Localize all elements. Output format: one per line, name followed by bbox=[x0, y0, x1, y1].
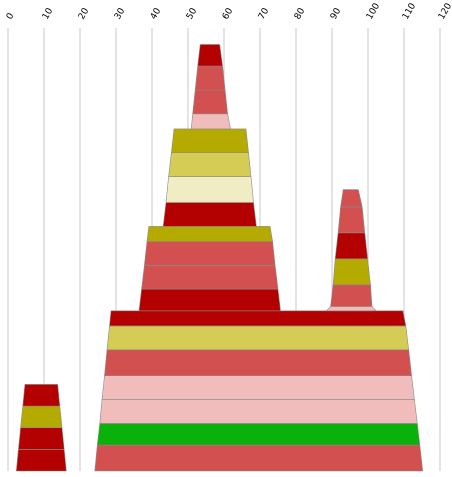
x-tick-label: 40 bbox=[149, 6, 164, 21]
bands bbox=[15, 44, 424, 472]
x-tick-label: 90 bbox=[329, 6, 344, 21]
x-tick-label: 10 bbox=[41, 6, 56, 21]
x-tick-label: 110 bbox=[401, 1, 418, 21]
band-segment-23 bbox=[168, 152, 252, 177]
band-segment-0 bbox=[15, 449, 67, 472]
band-segment-5 bbox=[96, 423, 421, 446]
band-segment-27 bbox=[194, 65, 226, 91]
band-segment-28 bbox=[197, 44, 223, 67]
band-segment-24 bbox=[171, 128, 249, 153]
x-tick-label: 120 bbox=[437, 1, 452, 21]
x-tick-label: 30 bbox=[113, 6, 128, 21]
band-segment-15 bbox=[325, 306, 378, 312]
band-segment-21 bbox=[162, 202, 257, 227]
band-segment-3 bbox=[22, 384, 61, 407]
x-tick-label: 0 bbox=[5, 11, 17, 21]
x-tick-label: 70 bbox=[257, 6, 272, 21]
x-tick-label: 80 bbox=[293, 6, 308, 21]
band-segment-4 bbox=[94, 444, 424, 472]
band-segment-7 bbox=[101, 375, 415, 400]
band-segment-22 bbox=[165, 176, 254, 203]
x-tick-labels: 0 10 20 30 40 50 60 70 80 90 100 110 120 bbox=[5, 1, 452, 21]
band-segment-2 bbox=[20, 405, 63, 429]
band-segment-25 bbox=[190, 113, 231, 130]
band-segment-11 bbox=[138, 288, 281, 312]
band-segment-6 bbox=[99, 399, 418, 424]
x-tick-label: 50 bbox=[185, 6, 200, 21]
band-segment-12 bbox=[141, 264, 279, 290]
band-segment-9 bbox=[106, 325, 410, 351]
band-segment-10 bbox=[109, 310, 407, 327]
x-tick-label: 60 bbox=[221, 6, 236, 21]
band-segment-20 bbox=[340, 189, 363, 208]
band-segment-17 bbox=[332, 258, 371, 286]
band-segment-26 bbox=[192, 89, 228, 115]
x-tick-label: 100 bbox=[365, 1, 382, 21]
band-segment-19 bbox=[337, 206, 366, 234]
band-segment-1 bbox=[18, 427, 65, 450]
band-segment-18 bbox=[334, 232, 368, 260]
band-segment-14 bbox=[146, 226, 273, 242]
band-segment-8 bbox=[104, 349, 412, 377]
band-segment-13 bbox=[144, 241, 276, 266]
band-segment-16 bbox=[330, 284, 373, 307]
x-tick-label: 20 bbox=[77, 6, 92, 21]
